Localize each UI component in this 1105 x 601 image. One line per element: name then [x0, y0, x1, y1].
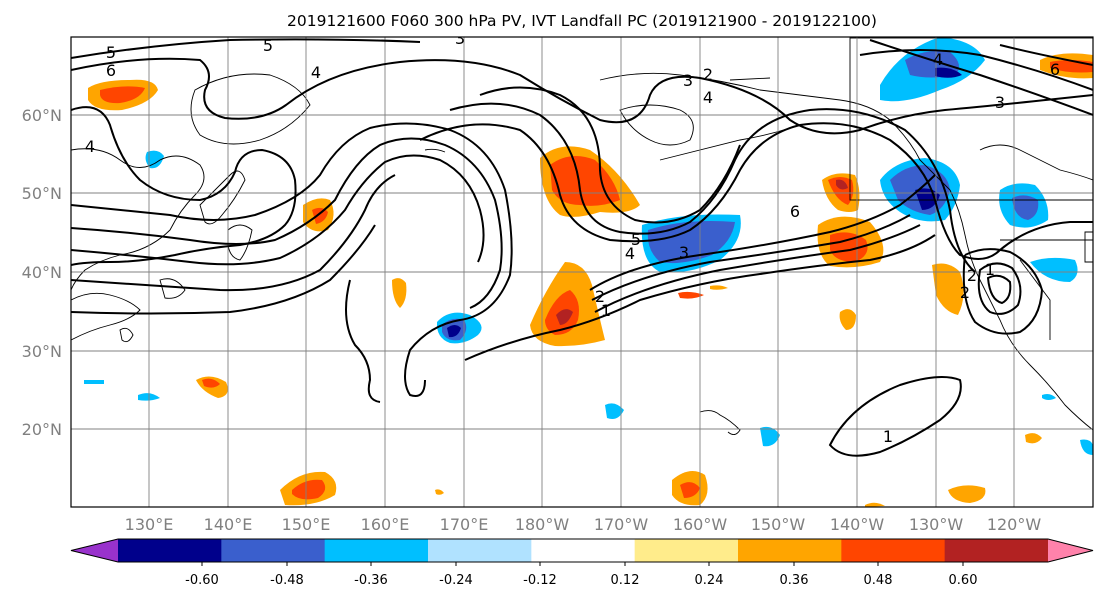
- colorbar-tick-label: -0.60: [185, 573, 219, 588]
- colorbar-ticks: [201, 562, 964, 566]
- colorbar-segment: [944, 539, 1049, 562]
- longitude-labels: 130°E 140°E 150°E 160°E 170°E 180°W 170°…: [125, 515, 1042, 534]
- contour-label: 3: [683, 71, 693, 90]
- colorbar-segment: [634, 539, 739, 562]
- contour-label: 3: [455, 29, 465, 48]
- colorbar-tick-label: 0.36: [780, 573, 809, 588]
- colorbar-tick-label: -0.24: [439, 573, 473, 588]
- figure-title: 2019121600 F060 300 hPa PV, IVT Landfall…: [287, 12, 877, 30]
- contour-label: 1: [601, 301, 611, 320]
- contour-label: 5: [631, 230, 641, 249]
- contour-label: 6: [106, 61, 116, 80]
- contour-label: 1: [985, 260, 995, 279]
- colorbar-segment: [738, 539, 842, 562]
- contour-label: 4: [703, 88, 713, 107]
- map-frame: [70, 36, 1094, 508]
- lon-label: 120°W: [987, 515, 1042, 534]
- domain-boxes: [849, 37, 1093, 263]
- lat-label: 40°N: [22, 263, 62, 282]
- colorbar: -0.60 -0.48 -0.36 -0.24 -0.12 0.12 0.24 …: [70, 538, 1094, 588]
- colorbar-segment: [841, 539, 946, 562]
- lon-label: 180°W: [515, 515, 570, 534]
- lon-label: 160°W: [673, 515, 728, 534]
- contour-label: 2: [595, 287, 605, 306]
- colorbar-tick-label: -0.48: [270, 573, 304, 588]
- contour-label: 2: [960, 283, 970, 302]
- contour-label: 5: [263, 36, 273, 55]
- lon-label: 150°E: [282, 515, 331, 534]
- colorbar-extend-max: [1048, 539, 1093, 562]
- lon-label: 170°E: [440, 515, 489, 534]
- colorbar-segment: [221, 539, 326, 562]
- lon-label: 150°W: [751, 515, 806, 534]
- contour-label: 6: [1050, 60, 1060, 79]
- colorbar-outline: [70, 538, 1094, 563]
- colorbar-segment: [531, 539, 636, 562]
- contour-label: 4: [311, 63, 321, 82]
- contour-label: 6: [790, 202, 800, 221]
- contour-label: 3: [679, 243, 689, 262]
- map-area: 5 6 5 4 3 2 4 4 6 3 2 1 5 4 3 6 2 1 4 3 …: [71, 29, 1093, 507]
- colorbar-tick-label: 0.48: [864, 573, 893, 588]
- contour-label: 5: [106, 43, 116, 62]
- latitude-labels: 60°N 50°N 40°N 30°N 20°N: [22, 106, 62, 439]
- colorbar-tick-label: 0.24: [695, 573, 724, 588]
- lon-label: 170°W: [594, 515, 649, 534]
- colorbar-tick-label: 0.60: [949, 573, 978, 588]
- contour-label: 4: [933, 50, 943, 69]
- gridlines: [71, 37, 1093, 507]
- lon-label: 130°W: [909, 515, 964, 534]
- lat-label: 60°N: [22, 106, 62, 125]
- colorbar-segments: [70, 538, 1094, 563]
- contour-label: 2: [967, 266, 977, 285]
- lon-label: 140°W: [830, 515, 885, 534]
- contour-label: 4: [85, 137, 95, 156]
- contour-label: 4: [625, 244, 635, 263]
- lon-label: 140°E: [204, 515, 253, 534]
- contour-label: 2: [703, 65, 713, 84]
- colorbar-tick-label: -0.12: [523, 573, 557, 588]
- colorbar-segment: [324, 539, 429, 562]
- colorbar-tick-label: 0.12: [611, 573, 640, 588]
- pv-contours: [71, 38, 1093, 457]
- lat-label: 50°N: [22, 184, 62, 203]
- contour-labels: 5 6 5 4 3 2 4 4 6 3 2 1 5 4 3 6 2 1 4 3 …: [85, 29, 1060, 446]
- lat-label: 30°N: [22, 342, 62, 361]
- contour-label: 1: [883, 427, 893, 446]
- colorbar-segment: [118, 539, 222, 562]
- lon-label: 130°E: [125, 515, 174, 534]
- colorbar-extend-min: [71, 539, 118, 562]
- contour-label: 3: [995, 93, 1005, 112]
- colorbar-segment: [428, 539, 532, 562]
- colorbar-tick-label: -0.36: [354, 573, 388, 588]
- lat-label: 20°N: [22, 420, 62, 439]
- lon-label: 160°E: [361, 515, 410, 534]
